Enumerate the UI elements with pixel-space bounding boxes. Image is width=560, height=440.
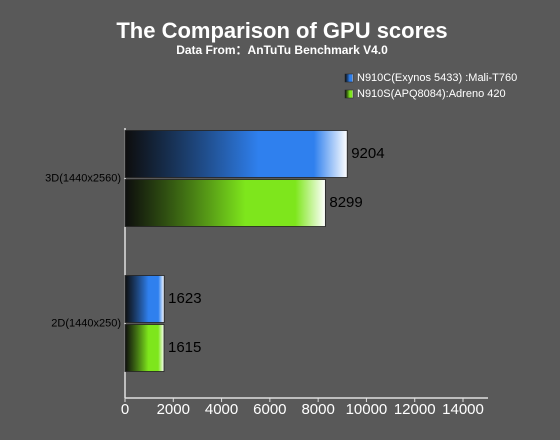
bar [124,179,326,227]
x-tick-label: 6000 [253,401,286,418]
legend-label: N910C(Exynos 5433) :Mali-T760 [357,72,517,84]
x-tick-label: 8000 [301,401,334,418]
x-tick-label: 2000 [157,401,190,418]
bar [124,130,348,178]
y-tick-label: 2D(1440x250) [51,317,121,329]
x-tick-label: 10000 [346,401,388,418]
legend-label: N910S(APQ8084):Adreno 420 [357,88,506,100]
chart-title: The Comparison of GPU scores [116,18,447,43]
chart-subtitle: Data From：AnTuTu Benchmark V4.0 [176,43,388,57]
y-tick-label: 3D(1440x2560) [45,172,121,184]
value-label: 1623 [168,290,201,307]
value-label: 1615 [168,339,201,356]
bar [124,275,165,323]
x-tick-label: 14000 [442,401,484,418]
bar [124,324,165,372]
x-tick-label: 12000 [394,401,436,418]
x-tick-label: 0 [121,401,129,418]
x-tick-label: 4000 [205,401,238,418]
legend-swatch [344,89,354,99]
value-label: 8299 [329,194,362,211]
legend-swatch [344,73,354,83]
value-label: 9204 [351,145,384,162]
